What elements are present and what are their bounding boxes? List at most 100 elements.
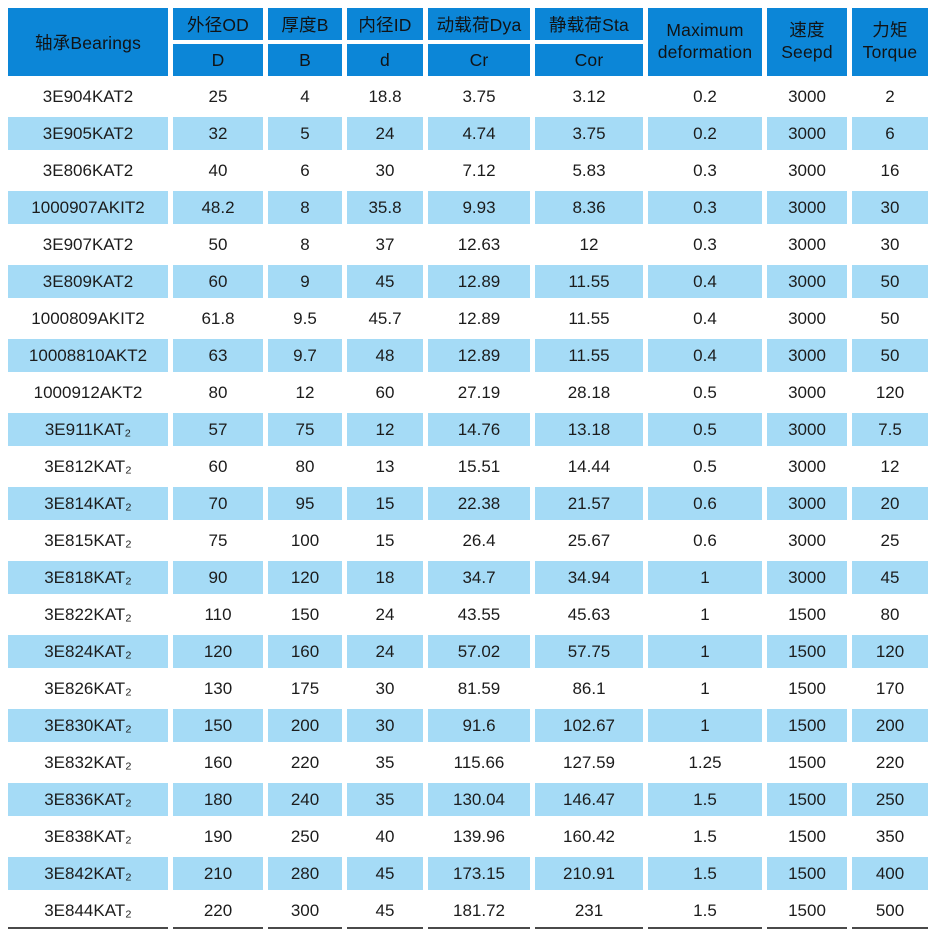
cell-bearing-model: 3E842KAT₂: [8, 857, 168, 890]
table-row: 3E815KAT₂ 75 100 15 26.4 25.67 0.6 3000 25: [8, 524, 928, 557]
cell-thickness: 8: [268, 228, 342, 261]
cell-inner-diameter: 30: [347, 672, 423, 705]
cell-dynamic-load: 43.55: [428, 598, 530, 631]
cell-dynamic-load: 7.12: [428, 154, 530, 187]
table-row: 3E826KAT₂ 130 175 30 81.59 86.1 1 1500 170: [8, 672, 928, 705]
cell-bearing-model: 1000809AKIT2: [8, 302, 168, 335]
cell-static-load: 3.75: [535, 117, 643, 150]
cell-max-deformation: 1.5: [648, 783, 762, 816]
cell-static-load: 146.47: [535, 783, 643, 816]
cell-outer-diameter: 90: [173, 561, 263, 594]
cell-inner-diameter: 24: [347, 598, 423, 631]
header-inner-diameter: 内径ID: [347, 8, 423, 40]
cell-outer-diameter: 48.2: [173, 191, 263, 224]
cell-thickness: 4: [268, 80, 342, 113]
cell-speed: 3000: [767, 191, 847, 224]
cell-inner-diameter: 24: [347, 117, 423, 150]
cell-bearing-model: 3E905KAT2: [8, 117, 168, 150]
table-body: 3E904KAT2 25 4 18.8 3.75 3.12 0.2 3000 2 3E905KAT…: [8, 80, 928, 929]
cell-speed: 3000: [767, 154, 847, 187]
cell-outer-diameter: 32: [173, 117, 263, 150]
header-bearings: 轴承Bearings: [8, 8, 168, 76]
cell-static-load: 25.67: [535, 524, 643, 557]
table-row: 3E838KAT₂ 190 250 40 139.96 160.42 1.5 1500 350: [8, 820, 928, 853]
cell-thickness: 220: [268, 746, 342, 779]
cell-thickness: 240: [268, 783, 342, 816]
cell-torque: 30: [852, 191, 928, 224]
cell-outer-diameter: 60: [173, 450, 263, 483]
table-row: 3E911KAT₂ 57 75 12 14.76 13.18 0.5 3000 7.5: [8, 413, 928, 446]
cell-static-load: 210.91: [535, 857, 643, 890]
table-header: 轴承Bearings 外径OD 厚度B 内径ID 动载荷Dya 静载荷Sta M…: [8, 8, 928, 76]
cell-torque: 25: [852, 524, 928, 557]
cell-thickness: 160: [268, 635, 342, 668]
header-speed-line1: 速度: [789, 20, 825, 41]
cell-torque: 80: [852, 598, 928, 631]
cell-bearing-model: 3E830KAT₂: [8, 709, 168, 742]
cell-dynamic-load: 81.59: [428, 672, 530, 705]
cell-thickness: 100: [268, 524, 342, 557]
cell-max-deformation: 1: [648, 709, 762, 742]
cell-outer-diameter: 40: [173, 154, 263, 187]
cell-torque: 20: [852, 487, 928, 520]
cell-static-load: 11.55: [535, 339, 643, 372]
table-row: 3E830KAT₂ 150 200 30 91.6 102.67 1 1500 200: [8, 709, 928, 742]
cell-max-deformation: 1: [648, 598, 762, 631]
cell-max-deformation: 0.3: [648, 228, 762, 261]
header-symbol-Cr: Cr: [428, 44, 530, 76]
cell-torque: 16: [852, 154, 928, 187]
cell-thickness: 280: [268, 857, 342, 890]
cell-dynamic-load: 26.4: [428, 524, 530, 557]
cell-bearing-model: 3E814KAT₂: [8, 487, 168, 520]
table-row: 3E824KAT₂ 120 160 24 57.02 57.75 1 1500 120: [8, 635, 928, 668]
cell-outer-diameter: 25: [173, 80, 263, 113]
cell-thickness: 75: [268, 413, 342, 446]
cell-outer-diameter: 63: [173, 339, 263, 372]
cell-outer-diameter: 180: [173, 783, 263, 816]
cell-speed: 3000: [767, 561, 847, 594]
cell-torque: 30: [852, 228, 928, 261]
cell-torque: 250: [852, 783, 928, 816]
cell-outer-diameter: 210: [173, 857, 263, 890]
cell-bearing-model: 3E907KAT2: [8, 228, 168, 261]
cell-max-deformation: 0.4: [648, 265, 762, 298]
cell-inner-diameter: 40: [347, 820, 423, 853]
cell-bearing-model: 3E844KAT₂: [8, 894, 168, 929]
cell-bearing-model: 3E838KAT₂: [8, 820, 168, 853]
cell-max-deformation: 0.3: [648, 191, 762, 224]
cell-thickness: 175: [268, 672, 342, 705]
table-row: 3E814KAT₂ 70 95 15 22.38 21.57 0.6 3000 20: [8, 487, 928, 520]
cell-bearing-model: 3E809KAT2: [8, 265, 168, 298]
cell-static-load: 28.18: [535, 376, 643, 409]
cell-max-deformation: 1.25: [648, 746, 762, 779]
cell-thickness: 9: [268, 265, 342, 298]
cell-thickness: 95: [268, 487, 342, 520]
cell-dynamic-load: 22.38: [428, 487, 530, 520]
cell-dynamic-load: 12.63: [428, 228, 530, 261]
cell-outer-diameter: 75: [173, 524, 263, 557]
cell-thickness: 12: [268, 376, 342, 409]
cell-bearing-model: 3E836KAT₂: [8, 783, 168, 816]
cell-speed: 1500: [767, 820, 847, 853]
cell-max-deformation: 1: [648, 561, 762, 594]
cell-torque: 50: [852, 302, 928, 335]
cell-bearing-model: 3E812KAT₂: [8, 450, 168, 483]
cell-thickness: 80: [268, 450, 342, 483]
cell-speed: 1500: [767, 894, 847, 929]
cell-torque: 120: [852, 376, 928, 409]
cell-static-load: 231: [535, 894, 643, 929]
cell-torque: 400: [852, 857, 928, 890]
header-speed-line2: Seepd: [781, 42, 833, 62]
cell-bearing-model: 3E818KAT₂: [8, 561, 168, 594]
cell-inner-diameter: 45.7: [347, 302, 423, 335]
cell-max-deformation: 1: [648, 672, 762, 705]
cell-inner-diameter: 18.8: [347, 80, 423, 113]
cell-dynamic-load: 4.74: [428, 117, 530, 150]
header-symbol-D: D: [173, 44, 263, 76]
cell-outer-diameter: 50: [173, 228, 263, 261]
cell-max-deformation: 1: [648, 635, 762, 668]
cell-dynamic-load: 91.6: [428, 709, 530, 742]
cell-outer-diameter: 61.8: [173, 302, 263, 335]
cell-max-deformation: 0.6: [648, 487, 762, 520]
table-row: 3E812KAT₂ 60 80 13 15.51 14.44 0.5 3000 12: [8, 450, 928, 483]
